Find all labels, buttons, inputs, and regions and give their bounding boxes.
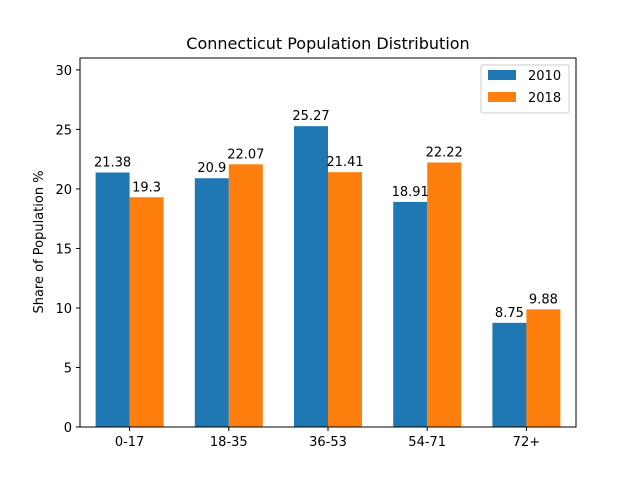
data-label-2010-36-53: 25.27	[292, 109, 329, 124]
y-axis: 0 5 10 15 20 25 30	[55, 64, 80, 436]
x-tick-label: 72+	[513, 435, 540, 450]
data-label-2018-54-71: 22.22	[426, 146, 463, 161]
legend-label-2018: 2018	[528, 91, 561, 106]
y-axis-label: Share of Population %	[32, 170, 47, 313]
bar-2010-54-71	[393, 201, 428, 427]
legend: 2010 2018	[480, 64, 570, 114]
x-tick-label: 18-35	[210, 435, 248, 450]
y-tick-label: 0	[64, 421, 72, 436]
y-tick-label: 20	[55, 183, 72, 198]
bar-2010-72+	[492, 322, 527, 427]
data-label-2018-18-35: 22.07	[227, 147, 264, 162]
y-tick-label: 10	[55, 302, 72, 317]
bar-2018-18-35	[228, 164, 263, 427]
bar-2018-54-71	[427, 162, 462, 427]
data-label-2010-54-71: 18.91	[392, 185, 429, 200]
bar-2010-36-53	[294, 126, 328, 428]
legend-swatch-2010	[488, 70, 516, 80]
legend-swatch-2018	[488, 92, 516, 102]
y-tick-label: 5	[64, 361, 72, 376]
bar-2018-0-17	[129, 197, 164, 427]
data-label-2018-72+: 9.88	[529, 292, 558, 307]
y-tick-label: 25	[55, 123, 72, 138]
bar-2010-0-17	[95, 172, 130, 427]
chart-title: Connecticut Population Distribution	[186, 34, 469, 53]
x-tick-label: 0-17	[115, 435, 145, 450]
data-label-2018-36-53: 21.41	[326, 155, 363, 170]
x-tick-label: 54-71	[408, 435, 446, 450]
data-label-2010-72+: 8.75	[495, 306, 524, 321]
bar-2010-18-35	[194, 178, 229, 427]
x-tick-label: 36-53	[309, 435, 347, 450]
data-label-2018-0-17: 19.3	[132, 180, 161, 195]
legend-label-2010: 2010	[528, 69, 561, 84]
data-label-2010-0-17: 21.38	[94, 156, 131, 171]
bar-2018-72+	[526, 309, 561, 427]
y-tick-label: 15	[55, 242, 72, 257]
bar-2018-36-53	[328, 172, 362, 427]
y-tick-label: 30	[55, 64, 72, 79]
data-label-2010-18-35: 20.9	[197, 161, 226, 176]
bars-group	[95, 126, 561, 428]
x-axis: 0-17 18-35 36-53 54-71 72+	[115, 427, 540, 450]
